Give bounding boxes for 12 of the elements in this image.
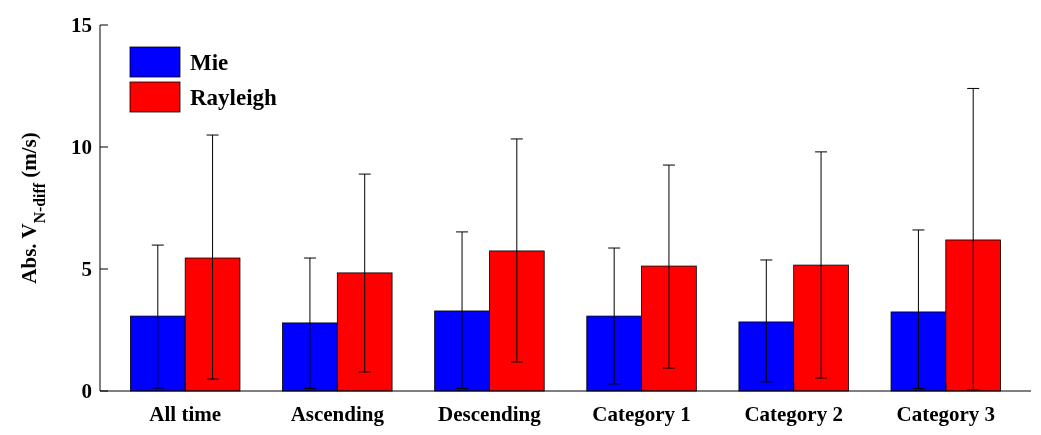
x-tick-label: Category 3 [896,402,996,426]
y-tick-label: 0 [81,379,92,404]
y-tick-label: 5 [81,257,92,282]
y-tick-label: 10 [71,135,92,160]
x-tick-label: Category 1 [592,402,691,426]
legend-label: Rayleigh [190,85,278,111]
x-tick-label: Descending [438,402,542,426]
x-tick-label: Ascending [290,402,385,426]
legend-label: Mie [190,50,229,76]
x-tick-label: Category 2 [744,402,843,426]
x-tick-label: All time [149,402,222,426]
y-tick-label: 15 [71,13,92,38]
